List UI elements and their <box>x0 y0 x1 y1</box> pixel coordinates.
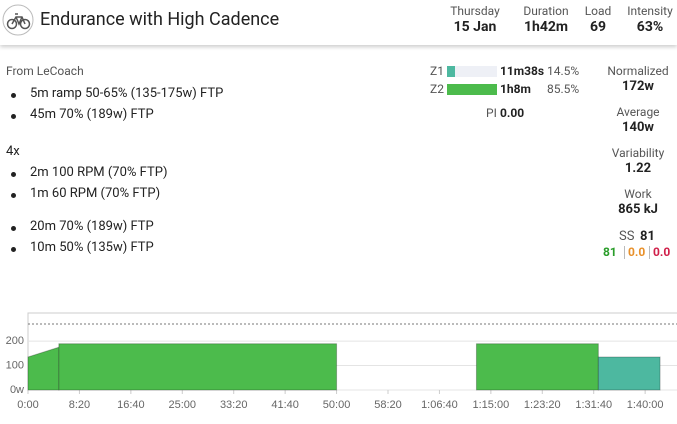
zone-percent: 85.5% <box>547 82 580 96</box>
stat-value: 63% <box>636 19 664 35</box>
zone-name: Z2 <box>430 82 444 96</box>
step: 1m 60 RPM (70% FTP) <box>30 186 161 201</box>
step: 10m 50% (135w) FTP <box>30 240 154 255</box>
x-tick-label: 50:00 <box>323 399 351 411</box>
bullet <box>11 93 16 98</box>
segment <box>475 343 599 391</box>
repeat-label: 4x <box>6 144 20 159</box>
stat-label: Thursday <box>450 4 500 18</box>
header: Endurance with High Cadence <box>0 0 677 45</box>
y-tick-label: 200 <box>6 335 24 347</box>
y-tick-label: 0w <box>10 384 24 396</box>
x-tick-label: 58:20 <box>374 399 402 411</box>
x-tick-label: 8:20 <box>69 399 90 411</box>
ss-part: 0.0 <box>628 245 646 259</box>
x-tick-label: 41:40 <box>271 399 299 411</box>
ss-part: 81 <box>603 245 617 259</box>
metric-value: 865 kJ <box>618 202 658 217</box>
metric-label: Work <box>624 187 652 201</box>
stat-value: 1h42m <box>523 19 569 35</box>
zone-bar <box>447 66 456 77</box>
x-tick-label: 1:23:20 <box>524 399 561 411</box>
segment <box>27 346 60 391</box>
metric-label: Normalized <box>607 64 669 78</box>
bike-icon <box>2 4 34 36</box>
x-tick-label: 0:00 <box>17 399 38 411</box>
zone-bar <box>447 84 498 95</box>
stat-label: Duration <box>523 4 569 18</box>
metric-value: 140w <box>622 120 654 135</box>
bullet <box>11 114 16 119</box>
ss-part: 0.0 <box>653 245 671 259</box>
metric-value: 1.22 <box>624 161 652 176</box>
separator <box>624 246 625 259</box>
stat-label: Load <box>584 4 612 18</box>
bullet <box>11 226 16 231</box>
x-tick-label: 1:06:40 <box>421 399 458 411</box>
zone-percent: 14.5% <box>547 64 580 78</box>
pi-value: 0.00 <box>500 106 525 120</box>
segment <box>58 343 338 391</box>
bullet <box>11 193 16 198</box>
x-tick-label: 1:15:00 <box>473 399 510 411</box>
stat-value: 69 <box>589 19 607 35</box>
x-tick-label: 1:40:00 <box>627 399 664 411</box>
chart: 0w 100 200 0:00 8:20 16:40 25:00 33:20 41:40 50:0… <box>6 312 677 411</box>
title: Endurance with High Cadence <box>40 9 280 30</box>
ss-value: 81 <box>640 229 655 244</box>
x-tick-label: 33:20 <box>220 399 248 411</box>
bullet <box>11 172 16 177</box>
y-tick-label: 100 <box>6 359 24 371</box>
x-tick-label: 25:00 <box>169 399 197 411</box>
zone-track <box>447 66 497 77</box>
x-tick-label: 16:40 <box>117 399 145 411</box>
zone-time: 1h8m <box>500 82 531 96</box>
step: 2m 100 RPM (70% FTP) <box>30 165 168 180</box>
step: 5m ramp 50-65% (135-175w) FTP <box>30 86 224 101</box>
segment <box>597 356 661 391</box>
zone-name: Z1 <box>430 64 444 78</box>
metric-label: Variability <box>611 146 665 160</box>
metric-value: 172w <box>622 79 654 94</box>
x-tick-label: 1:31:40 <box>575 399 612 411</box>
separator <box>649 246 650 259</box>
stat-value: 15 Jan <box>453 19 497 35</box>
bullet <box>11 247 16 252</box>
ss-label: SS <box>619 229 635 244</box>
step: 45m 70% (189w) FTP <box>30 107 154 122</box>
pi-label: PI <box>486 106 497 120</box>
metric-label: Average <box>616 105 660 119</box>
zone-time: 11m38s <box>500 64 545 78</box>
stat-label: Intensity <box>627 4 673 18</box>
step: 20m 70% (189w) FTP <box>30 219 154 234</box>
source: From LeCoach <box>6 64 84 78</box>
